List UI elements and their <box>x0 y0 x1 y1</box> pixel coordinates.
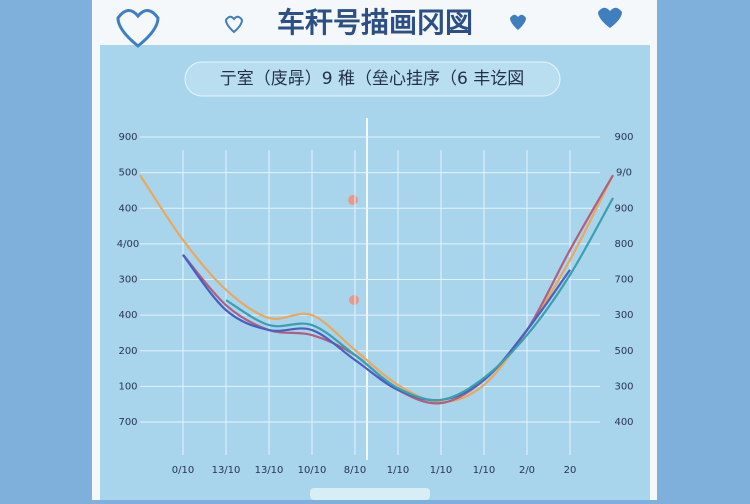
subtitle: 亍室（庋冔）9 稚（垒心挂序（6 丰讫図 <box>220 69 524 89</box>
line-series <box>182 254 571 402</box>
y-tick-label: 400 <box>118 203 137 214</box>
y2-tick-label: 700 <box>614 275 633 286</box>
line-series <box>139 174 614 404</box>
x-tick-label: 1/10 <box>473 465 495 476</box>
y2-tick-label: 300 <box>614 381 633 392</box>
y2-tick-label: 900 <box>614 203 633 214</box>
y-tick-label: 100 <box>118 381 137 392</box>
y2-tick-label: 500 <box>614 346 633 357</box>
heart-icon <box>510 14 526 30</box>
heart-icon <box>598 7 622 28</box>
heart-icon <box>116 9 160 48</box>
x-tick-label: 1/10 <box>387 465 409 476</box>
y-tick-label: 4/00 <box>117 239 139 250</box>
line-series <box>225 197 614 402</box>
slider <box>310 488 430 500</box>
x-tick-label: 2/0 <box>519 465 535 476</box>
y-tick-label: 700 <box>118 417 137 428</box>
x-tick-label: 0/10 <box>172 465 194 476</box>
marker-dot <box>348 195 358 205</box>
y2-tick-label: 300 <box>614 310 633 321</box>
y-tick-label: 200 <box>118 346 137 357</box>
heart-icon <box>224 15 244 34</box>
x-tick-label: 8/10 <box>344 465 366 476</box>
x-tick-label: 13/10 <box>255 465 284 476</box>
y-tick-label: 500 <box>118 168 137 179</box>
subtitle-pill <box>184 61 561 97</box>
y-tick-label: 900 <box>118 132 137 143</box>
x-tick-label: 1/10 <box>430 465 452 476</box>
x-tick-label: 20 <box>564 465 577 476</box>
chart-title: 车秆号描画冈図 <box>277 6 473 39</box>
y2-tick-label: 400 <box>614 417 633 428</box>
y2-tick-label: 900 <box>614 132 633 143</box>
x-tick-label: 13/10 <box>212 465 241 476</box>
marker-dot <box>349 295 359 305</box>
y2-tick-label: 9/0 <box>616 168 632 179</box>
x-tick-label: 10/10 <box>298 465 327 476</box>
y-tick-label: 300 <box>118 275 137 286</box>
y2-tick-label: 800 <box>614 239 633 250</box>
y-tick-label: 400 <box>118 310 137 321</box>
